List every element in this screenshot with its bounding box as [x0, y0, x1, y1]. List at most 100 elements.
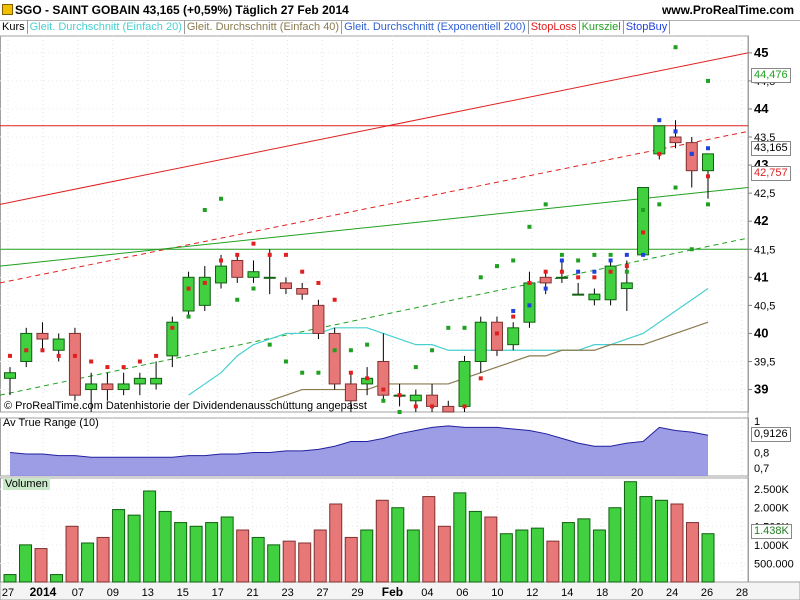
- candle-body: [4, 372, 16, 379]
- volume-bar: [499, 533, 513, 583]
- candle-body: [653, 125, 666, 155]
- volume-bar: [577, 518, 591, 583]
- candle-body: [231, 259, 244, 278]
- volume-bar: [344, 536, 358, 583]
- stoploss-dot: [559, 269, 564, 274]
- legend-item[interactable]: Kurs: [0, 20, 28, 34]
- volume-bar: [530, 527, 544, 583]
- stopbuy-dot: [673, 129, 678, 134]
- kursziel-dot: [673, 185, 678, 190]
- legend-item[interactable]: Kursziel: [580, 20, 624, 34]
- kursziel-dot: [689, 247, 694, 252]
- x-tick-label: 14: [561, 587, 573, 599]
- candle-body: [474, 321, 487, 362]
- volume-bar: [205, 522, 219, 583]
- volume-bar: [592, 529, 606, 583]
- candle-body: [312, 304, 325, 334]
- volume-bar: [313, 529, 327, 583]
- legend-item[interactable]: Gleit. Durchschnitt (Einfach 20): [28, 20, 185, 34]
- kursziel-dot: [348, 348, 353, 353]
- stopbuy-dot: [706, 146, 710, 151]
- volume-bar: [143, 490, 157, 583]
- y-tick-label: 40: [754, 325, 768, 340]
- stoploss-dot: [365, 376, 370, 381]
- volume-bar: [685, 522, 699, 583]
- candle-body: [620, 282, 633, 290]
- x-tick-label: 24: [666, 587, 678, 599]
- kursziel-dot: [202, 207, 207, 212]
- kursziel-dot: [543, 202, 548, 207]
- x-tick-label: 12: [526, 587, 538, 599]
- candle-body: [117, 383, 130, 391]
- panel-frame: [0, 477, 749, 583]
- stopbuy-dot: [608, 258, 613, 263]
- candle-body: [215, 265, 228, 284]
- candle-body: [20, 332, 33, 362]
- x-tick-label: 27: [316, 587, 328, 599]
- kursziel-dot: [413, 365, 418, 370]
- kursziel-dot: [641, 207, 646, 212]
- x-tick-label: 2014: [30, 585, 57, 599]
- last-price-tag: 43,165: [751, 141, 791, 156]
- volume-bar: [3, 574, 17, 583]
- kursziel-dot: [332, 348, 337, 353]
- kursziel-dot: [706, 202, 710, 207]
- volume-bar: [608, 507, 622, 583]
- candle-body: [85, 383, 98, 391]
- candle-body: [409, 394, 422, 402]
- kursziel-dot: [283, 359, 288, 364]
- y-tick-label: 45: [754, 45, 768, 60]
- stoploss-dot: [154, 353, 159, 358]
- stoploss-dot: [543, 269, 548, 274]
- candle-body: [669, 136, 682, 144]
- candle-body: [296, 288, 309, 295]
- volume-bar: [623, 481, 637, 583]
- stoploss-dot: [219, 258, 224, 263]
- kursziel-dot: [446, 325, 451, 330]
- sma40-line: [269, 321, 709, 402]
- candle-body: [588, 293, 601, 301]
- volume-bar: [654, 499, 668, 583]
- legend-item[interactable]: StopLoss: [529, 20, 580, 34]
- candle-body: [247, 271, 260, 278]
- stoploss-dot: [413, 404, 418, 409]
- stoploss-dot: [202, 280, 207, 285]
- site-link[interactable]: www.ProRealTime.com: [661, 3, 794, 17]
- target-price-tag: 44,476: [751, 68, 791, 83]
- indicator-legend: Kurs Gleit. Durchschnitt (Einfach 20) Glei…: [0, 20, 671, 35]
- volume-bar: [282, 540, 296, 583]
- kursziel-dot: [235, 297, 240, 302]
- legend-item[interactable]: Gleit. Durchschnitt (Exponentiell 200): [342, 20, 529, 34]
- volume-bar: [251, 536, 265, 583]
- x-tick-label: 17: [212, 587, 224, 599]
- stop-price-tag: 42,757: [751, 166, 791, 181]
- x-tick-label: 13: [142, 587, 154, 599]
- stoploss-dot: [235, 252, 240, 257]
- stopbuy-dot: [543, 286, 548, 291]
- y-tick-label: 44: [754, 101, 769, 116]
- legend-item[interactable]: Gleit. Durchschnitt (Einfach 40): [185, 20, 343, 34]
- legend-item[interactable]: StopBuy: [624, 20, 671, 34]
- candle-body: [182, 276, 195, 312]
- atr-y-tick-label: 0,8: [754, 447, 769, 459]
- kursziel-dot: [527, 224, 532, 229]
- x-tick-label: 28: [736, 587, 748, 599]
- volume-y-tick-label: 2.500K: [754, 484, 790, 496]
- volume-panel-label: Volumen: [3, 478, 50, 490]
- atr-panel-label: Av True Range (10): [3, 417, 99, 429]
- volume-y-tick-label: 2.000K: [754, 503, 790, 515]
- volume-bar: [453, 492, 467, 583]
- stoploss-dot: [624, 264, 629, 269]
- x-tick-label: 10: [491, 587, 503, 599]
- candle-body: [442, 405, 455, 413]
- candle-body: [490, 321, 503, 351]
- stoploss-dot: [72, 353, 77, 358]
- stoploss-dot: [462, 404, 467, 409]
- x-tick-label: 09: [107, 587, 119, 599]
- volume-bar: [437, 525, 451, 583]
- y-tick-label: 41,5: [754, 244, 775, 256]
- volume-bar: [50, 574, 64, 583]
- trend-line: [0, 52, 749, 205]
- stoploss-dot: [186, 286, 191, 291]
